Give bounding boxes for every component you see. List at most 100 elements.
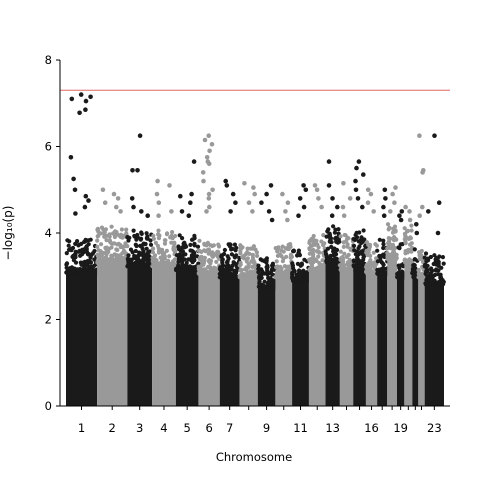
- data-point: [430, 275, 435, 280]
- data-point: [310, 267, 315, 272]
- data-point: [96, 254, 101, 259]
- hit-point: [205, 159, 211, 164]
- hit-point: [407, 217, 413, 223]
- data-point: [441, 261, 446, 266]
- data-point: [346, 264, 351, 269]
- chromosome-10-band: [275, 277, 293, 406]
- hit-point: [135, 168, 140, 173]
- data-point: [220, 274, 225, 279]
- data-point: [145, 236, 150, 241]
- data-point: [250, 264, 255, 269]
- data-point: [262, 279, 267, 284]
- data-point: [397, 246, 402, 251]
- hit-point: [86, 198, 91, 203]
- data-point: [88, 255, 93, 260]
- hit-point: [206, 196, 212, 201]
- chromosome-5-points: [173, 159, 201, 406]
- data-point: [78, 260, 83, 265]
- hit-point: [403, 204, 408, 210]
- data-point: [387, 252, 392, 257]
- data-point: [231, 260, 236, 265]
- data-point: [66, 243, 71, 248]
- data-point: [102, 234, 107, 239]
- hit-point: [69, 96, 75, 102]
- chromosome-22-band: [418, 277, 425, 406]
- data-point: [375, 248, 380, 253]
- data-point: [428, 271, 433, 276]
- hit-point: [420, 170, 425, 175]
- chromosome-3-band: [127, 266, 153, 406]
- data-point: [314, 249, 319, 254]
- data-point: [262, 286, 267, 291]
- hit-point: [268, 183, 274, 188]
- data-point: [237, 263, 242, 268]
- data-point: [381, 242, 386, 247]
- hit-point: [398, 217, 404, 223]
- chromosome-17-points: [375, 187, 390, 406]
- chromosome-16-band: [365, 273, 378, 406]
- data-point: [325, 260, 330, 265]
- data-point: [207, 258, 212, 263]
- hit-point: [115, 196, 121, 201]
- data-point: [395, 272, 400, 277]
- data-point: [324, 257, 329, 262]
- hit-point: [139, 209, 144, 214]
- data-point: [302, 277, 307, 282]
- data-point: [188, 264, 193, 269]
- hit-point: [354, 165, 359, 171]
- data-point: [321, 242, 326, 248]
- data-point: [109, 224, 114, 229]
- data-point: [396, 263, 401, 268]
- data-point: [316, 245, 321, 250]
- chromosome-21-band: [412, 277, 419, 406]
- data-point: [357, 244, 362, 249]
- data-point: [354, 252, 359, 257]
- y-tick-label: 0: [45, 399, 52, 413]
- data-point: [144, 231, 149, 236]
- hit-point: [206, 191, 212, 197]
- data-point: [82, 265, 87, 270]
- data-point: [227, 244, 232, 249]
- hit-point: [314, 187, 320, 193]
- data-point: [159, 257, 164, 262]
- data-point: [347, 257, 352, 262]
- data-point: [361, 228, 366, 233]
- data-point: [240, 245, 245, 250]
- hit-point: [347, 196, 353, 201]
- data-point: [431, 282, 436, 287]
- data-point: [200, 261, 205, 266]
- chromosome-13-band: [325, 262, 340, 406]
- hit-point: [223, 178, 228, 184]
- data-point: [276, 275, 281, 280]
- hit-point: [71, 176, 76, 182]
- data-point: [176, 244, 181, 249]
- x-tick-label: 7: [226, 421, 233, 435]
- data-point: [133, 248, 138, 254]
- hit-point: [335, 204, 340, 210]
- data-point: [316, 254, 321, 259]
- hit-point: [356, 159, 362, 164]
- hit-point: [167, 183, 172, 188]
- data-point: [238, 248, 243, 254]
- data-point: [224, 264, 229, 269]
- data-point: [177, 233, 182, 238]
- data-point: [412, 247, 417, 252]
- data-point: [289, 254, 294, 259]
- data-point: [279, 248, 284, 253]
- data-point: [84, 271, 89, 276]
- data-point: [127, 258, 132, 263]
- data-point: [440, 282, 445, 287]
- data-point: [424, 281, 429, 286]
- chromosome-9-points: [256, 183, 278, 406]
- hit-point: [399, 209, 405, 214]
- data-point: [188, 267, 193, 272]
- hit-point: [266, 209, 272, 214]
- hit-point: [88, 94, 93, 100]
- data-point: [359, 235, 364, 240]
- data-point: [191, 250, 196, 255]
- data-point: [162, 238, 168, 243]
- data-point: [411, 262, 417, 267]
- data-point: [107, 232, 112, 237]
- data-point: [248, 273, 253, 278]
- hit-point: [188, 200, 193, 205]
